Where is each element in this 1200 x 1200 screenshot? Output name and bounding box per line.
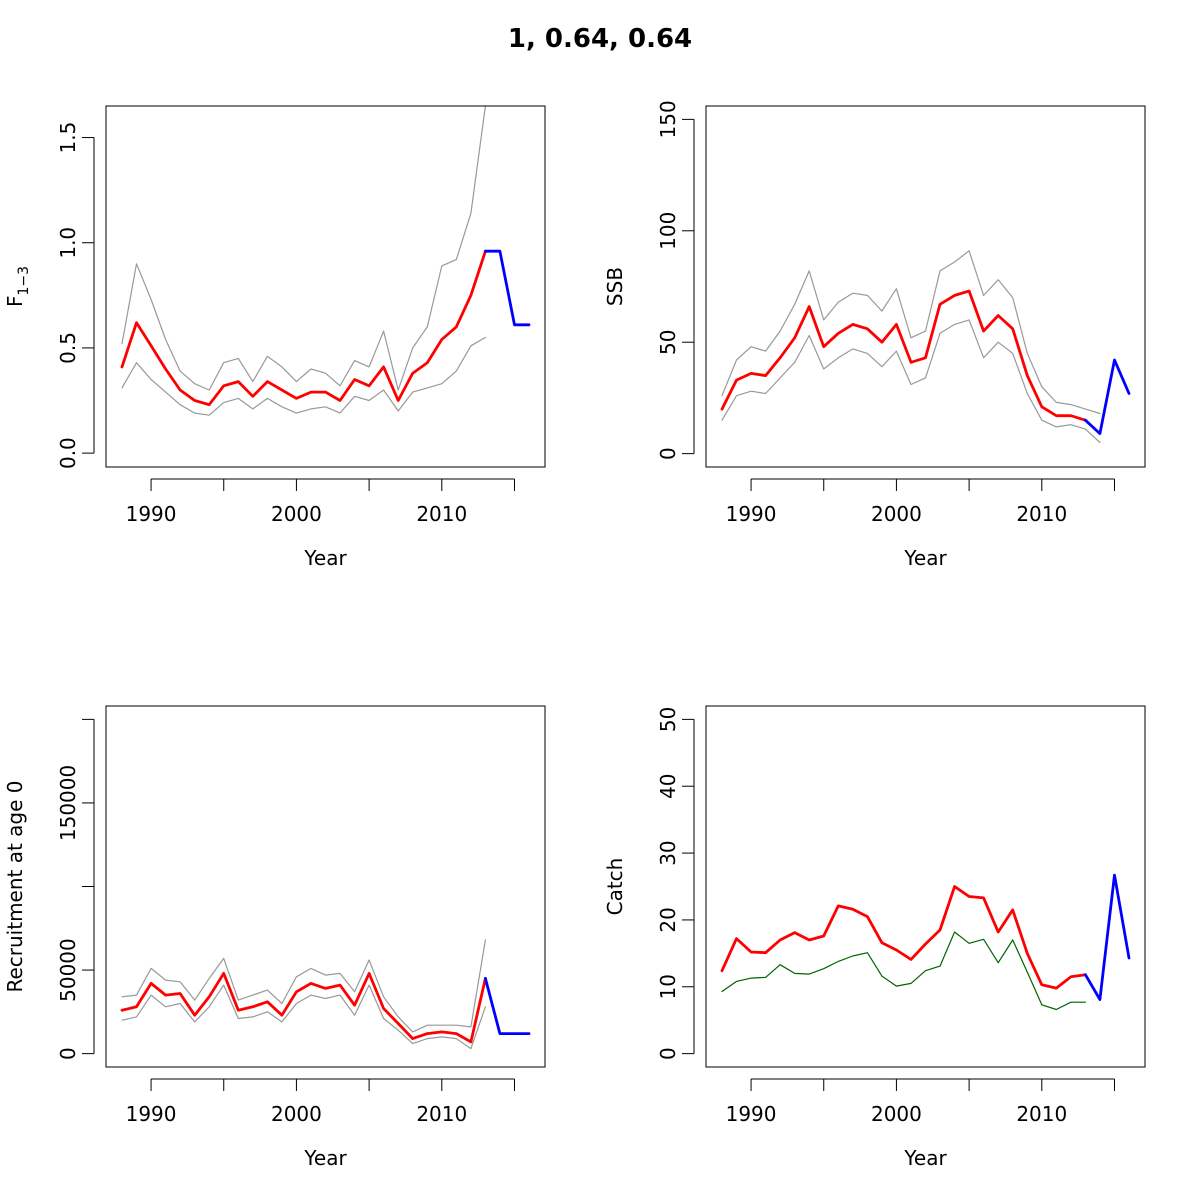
catch-line-forecast <box>1084 873 1131 1001</box>
ssb-line-lower <box>721 319 1101 444</box>
recruitment-line-forecast <box>483 977 531 1035</box>
ssb-line-upper <box>721 250 1101 415</box>
catch-plot-frame <box>705 705 1146 1068</box>
recruitment-x-axis-label: Year <box>303 1146 347 1170</box>
f-x-axis: 1990 2000 2010 Year <box>126 478 515 570</box>
recruitment-y-tick-label: 50000 <box>56 938 80 1002</box>
recruitment-line-upper <box>121 939 486 1033</box>
recruitment-x-tick-label: 2010 <box>416 1102 467 1126</box>
f-line-estimate <box>120 249 487 407</box>
recruitment-y-axis-label: Recruitment at age 0 <box>3 780 27 992</box>
recruitment-plot-frame <box>105 705 546 1068</box>
f-y-tick-label: 0.5 <box>56 332 80 364</box>
ssb-x-axis-label: Year <box>903 546 947 570</box>
catch-line-observed <box>721 931 1087 1011</box>
recruitment-line-lower <box>121 984 486 1050</box>
f-plot-frame <box>105 105 546 468</box>
f-series <box>120 106 531 416</box>
catch-y-tick-label: 50 <box>656 707 680 732</box>
recruitment-x-tick-label: 1990 <box>126 1102 177 1126</box>
catch-x-tick-label: 2000 <box>871 1102 922 1126</box>
f-y-tick-label: 0.0 <box>56 437 80 469</box>
catch-series <box>720 873 1131 1011</box>
recruitment-line-estimate <box>120 972 487 1044</box>
catch-y-axis: 0 10 20 30 40 50 Catch <box>603 707 695 1060</box>
f-x-tick-label: 2000 <box>271 502 322 526</box>
catch-y-tick-label: 40 <box>656 773 680 798</box>
panel-catch: 1990 2000 2010 Year 0 10 20 30 40 50 Catch <box>603 705 1146 1170</box>
f-y-tick-label: 1.5 <box>56 122 80 154</box>
catch-y-axis-label: Catch <box>603 858 627 916</box>
recruitment-y-tick-label: 150000 <box>56 765 80 841</box>
recruitment-x-tick-label: 2000 <box>271 1102 322 1126</box>
recruitment-y-tick-label: 0 <box>56 1047 80 1060</box>
panel-ssb: 1990 2000 2010 Year 0 50 100 150 SSB <box>603 100 1146 570</box>
panel-f: 1990 2000 2010 Year 0.0 0.5 1.0 1.5 F1−3 <box>3 105 546 570</box>
ssb-x-tick-label: 2010 <box>1016 502 1067 526</box>
ssb-series <box>720 250 1131 444</box>
ssb-y-tick-label: 50 <box>656 329 680 354</box>
catch-y-tick-label: 0 <box>656 1047 680 1060</box>
f-y-axis: 0.0 0.5 1.0 1.5 F1−3 <box>3 122 95 469</box>
ssb-y-axis-label: SSB <box>603 267 627 306</box>
ssb-line-estimate <box>720 289 1087 422</box>
ssb-plot-frame <box>705 105 1146 468</box>
f-y-axis-label: F1−3 <box>3 266 32 307</box>
catch-y-tick-label: 30 <box>656 840 680 865</box>
recruitment-y-axis: 0 50000 150000 Recruitment at age 0 <box>3 718 95 1060</box>
f-line-lower <box>121 336 486 416</box>
figure-title: 1, 0.64, 0.64 <box>507 24 693 54</box>
recruitment-series <box>120 939 531 1050</box>
ssb-y-tick-label: 0 <box>656 447 680 460</box>
catch-y-tick-label: 20 <box>656 907 680 932</box>
f-x-tick-label: 1990 <box>126 502 177 526</box>
f-x-axis-label: Year <box>303 546 347 570</box>
catch-y-tick-label: 10 <box>656 974 680 999</box>
catch-x-axis: 1990 2000 2010 Year <box>726 1078 1115 1170</box>
ssb-y-tick-label: 100 <box>656 212 680 250</box>
catch-x-tick-label: 2010 <box>1016 1102 1067 1126</box>
ssb-x-tick-label: 1990 <box>726 502 777 526</box>
panel-recruitment: 1990 2000 2010 Year 0 50000 150000 Recruitment … <box>3 705 546 1170</box>
catch-x-axis-label: Year <box>903 1146 947 1170</box>
ssb-line-forecast <box>1084 358 1131 436</box>
catch-line-estimate <box>720 885 1087 990</box>
ssb-x-axis: 1990 2000 2010 Year <box>726 478 1115 570</box>
f-line-forecast <box>483 249 531 327</box>
ssb-x-tick-label: 2000 <box>871 502 922 526</box>
f-y-tick-label: 1.0 <box>56 227 80 259</box>
ssb-y-tick-label: 150 <box>656 100 680 138</box>
catch-x-tick-label: 1990 <box>726 1102 777 1126</box>
f-line-upper <box>121 106 486 391</box>
recruitment-x-axis: 1990 2000 2010 Year <box>126 1078 515 1170</box>
ssb-y-axis: 0 50 100 150 SSB <box>603 100 695 460</box>
f-x-tick-label: 2010 <box>416 502 467 526</box>
